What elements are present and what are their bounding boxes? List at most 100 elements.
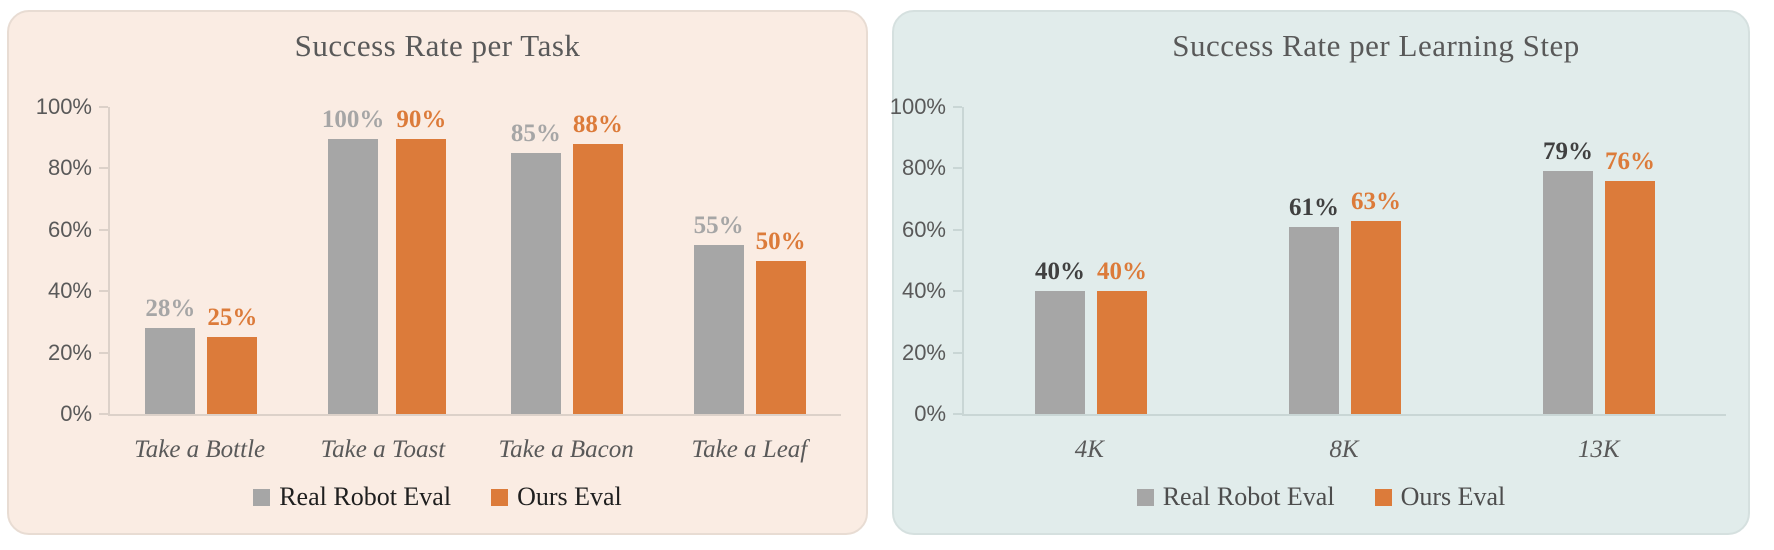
bar-value-label: 55%: [693, 212, 744, 240]
bar-value-label: 79%: [1543, 138, 1593, 166]
y-axis-tick: [99, 106, 108, 108]
y-axis-tick-label: 60%: [47, 216, 92, 242]
y-axis-tick: [953, 106, 962, 108]
bar-column: 55%: [693, 107, 744, 414]
bar-column: 85%: [510, 107, 561, 414]
chart-title: Success Rate per Learning Step: [1172, 28, 1580, 63]
bar: [510, 153, 561, 414]
plot-area: 0% 20% 40% 60% 80% 100% 40% 40% 61% 63% 79% 76%: [890, 94, 1726, 426]
y-axis-tick: [99, 167, 108, 170]
y-axis-tick-label: 60%: [901, 216, 946, 242]
y-axis-line: [108, 107, 110, 414]
y-axis-tick: [953, 413, 962, 415]
y-axis-tick: [953, 167, 962, 170]
bar-column: 100%: [321, 106, 385, 414]
bar-column: 63%: [1351, 107, 1401, 414]
bar-value-label: 28%: [145, 295, 196, 323]
y-axis-tick: [953, 351, 962, 354]
bar-value-label: 100%: [321, 106, 385, 133]
y-axis-tick: [99, 290, 108, 293]
x-axis-category-label: 4K: [1074, 436, 1104, 463]
y-axis-tick-label: 100%: [889, 94, 946, 119]
bar-group: 55% 50%: [658, 107, 841, 414]
y-axis-tick: [99, 351, 108, 354]
legend-swatch: [1374, 488, 1392, 506]
y-axis-tick-label: 80%: [47, 155, 92, 181]
bar-column: 76%: [1605, 107, 1655, 414]
y-axis-tick: [99, 413, 108, 415]
y-axis-tick-label: 20%: [901, 339, 946, 365]
chart-title: Success Rate per Task: [294, 28, 581, 63]
bar-value-label: 50%: [755, 227, 806, 255]
bar: [207, 337, 258, 414]
y-axis-tick-label: 0%: [914, 401, 946, 426]
bar-value-label: 88%: [572, 110, 623, 138]
bar: [572, 143, 623, 414]
bar-groups: 40% 40% 61% 63% 79% 76%: [964, 107, 1726, 414]
bar-group: 28% 25%: [110, 107, 293, 414]
bar-value-label: 40%: [1097, 258, 1147, 286]
bar-group: 100% 90%: [293, 107, 476, 414]
legend-item: Ours Eval: [491, 482, 622, 512]
bar: [1543, 171, 1593, 414]
bar-column: 50%: [755, 107, 806, 414]
x-axis-category-label: Take a Toast: [320, 436, 446, 463]
x-axis-line: [108, 414, 841, 416]
plot-area: 0% 20% 40% 60% 80% 100% 28% 25% 100% 90% 85% 88% 55%…: [36, 94, 841, 426]
y-axis-tick: [99, 228, 108, 231]
legend-swatch: [1136, 488, 1154, 506]
bar: [328, 139, 379, 414]
legend-label: Real Robot Eval: [279, 482, 452, 511]
x-axis-category-label: 8K: [1329, 436, 1359, 463]
y-axis-tick-label: 40%: [901, 278, 946, 304]
bar-value-label: 90%: [396, 106, 447, 133]
bar-column: 88%: [572, 107, 623, 414]
legend: Real Robot Eval Ours Eval: [894, 482, 1748, 512]
bar: [1605, 180, 1655, 414]
bar-value-label: 40%: [1035, 258, 1085, 286]
bar-group: 79% 76%: [1472, 107, 1726, 414]
bar-group: 61% 63%: [1218, 107, 1472, 414]
legend-item: Real Robot Eval: [253, 482, 451, 512]
legend-label: Real Robot Eval: [1162, 482, 1335, 511]
bar-column: 28%: [145, 107, 196, 414]
bar-column: 61%: [1289, 107, 1339, 414]
bar: [755, 260, 806, 414]
y-axis-line: [962, 107, 964, 414]
bar-group: 40% 40%: [964, 107, 1218, 414]
bar: [1035, 291, 1085, 414]
bar-groups: 28% 25% 100% 90% 85% 88% 55% 50%: [110, 107, 841, 414]
legend-swatch: [253, 488, 271, 506]
y-axis-tick-label: 80%: [901, 155, 946, 181]
bar-value-label: 61%: [1289, 193, 1339, 221]
legend-item: Ours Eval: [1374, 482, 1506, 512]
bar-value-label: 63%: [1351, 187, 1401, 215]
bar-column: 25%: [207, 107, 258, 414]
x-axis-category-label: 13K: [1577, 436, 1620, 463]
y-axis-tick-label: 0%: [60, 401, 92, 426]
x-axis-labels: Take a Bottle Take a Toast Take a Bacon Tak…: [108, 436, 841, 464]
x-axis-labels: 4K 8K 13K: [962, 436, 1726, 464]
chart-panel-success-rate-per-learning-step: Success Rate per Learning Step 0% 20% 40% 6…: [890, 10, 1750, 535]
legend-label: Ours Eval: [517, 482, 622, 511]
x-axis-category-label: Take a Bacon: [498, 436, 634, 463]
legend-item: Real Robot Eval: [1136, 482, 1335, 512]
bar-column: 40%: [1097, 107, 1147, 414]
bar-column: 40%: [1035, 107, 1085, 414]
y-axis-tick: [953, 290, 962, 293]
bar: [396, 139, 447, 414]
y-axis-tick: [953, 228, 962, 231]
y-axis-tick-label: 40%: [47, 278, 92, 304]
bar-value-label: 85%: [510, 120, 561, 148]
bar-group: 85% 88%: [476, 107, 659, 414]
bar: [693, 245, 744, 414]
bar-value-label: 25%: [207, 304, 258, 332]
bar: [1097, 291, 1147, 414]
bar: [1351, 220, 1401, 414]
bar-column: 90%: [396, 106, 447, 414]
y-axis-tick-label: 20%: [47, 339, 92, 365]
legend-label: Ours Eval: [1400, 482, 1506, 511]
bar-column: 79%: [1543, 107, 1593, 414]
legend-swatch: [491, 488, 509, 506]
